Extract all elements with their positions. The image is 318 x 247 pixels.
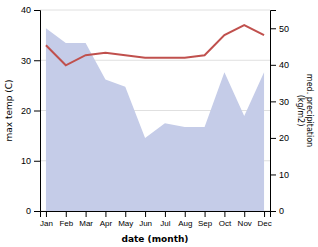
tick-mark (145, 211, 146, 217)
tick-mark (125, 211, 126, 217)
tick-label: 50 (279, 24, 289, 34)
axis-line (41, 212, 271, 218)
tick-mark (34, 60, 40, 61)
axis-line (34, 11, 41, 212)
tick-mark (86, 211, 87, 217)
tick: 30 (270, 97, 289, 107)
tick: Feb (59, 211, 73, 228)
tick-label: Jul (160, 219, 170, 228)
y-axis: 0 10 20 30 40 (21, 5, 41, 216)
tick-label: 0 (26, 206, 31, 216)
tick-label: 10 (21, 156, 31, 166)
tick-mark (224, 211, 225, 217)
tick: 30 (21, 56, 40, 66)
tick: Nov (238, 211, 252, 228)
tick: 20 (21, 106, 40, 116)
tick-label: 20 (279, 133, 289, 143)
tick-label: Nov (238, 219, 252, 228)
grid-line (40, 10, 270, 11)
tick: Sep (198, 211, 213, 228)
tick-label: Aug (178, 219, 192, 228)
tick-label: 0 (279, 206, 284, 216)
tick-label: 10 (279, 170, 289, 180)
tick-mark (34, 211, 40, 212)
tick: 40 (21, 5, 40, 15)
tick: 10 (270, 170, 289, 180)
tick-mark (270, 174, 276, 175)
tick: May (118, 211, 133, 228)
tick: Jul (160, 211, 170, 228)
tick-label: Apr (100, 219, 113, 228)
tick-mark (205, 211, 206, 217)
tick: Jan (40, 211, 53, 228)
tick-mark (270, 101, 276, 102)
tick-label: 30 (279, 97, 289, 107)
tick-mark (46, 211, 47, 217)
tick-mark (165, 211, 166, 217)
tick: 10 (21, 156, 40, 166)
y2-axis: 0 10 20 30 40 50 (270, 11, 289, 217)
tick: 0 (270, 206, 284, 216)
tick-label: Oct (219, 219, 232, 228)
tick-label: Dec (257, 219, 271, 228)
tick-label: 40 (279, 60, 289, 70)
tick-label: Mar (79, 219, 93, 228)
tick-mark (270, 65, 276, 66)
tick-mark (270, 138, 276, 139)
tick: Mar (79, 211, 93, 228)
tick: 40 (270, 60, 289, 70)
tick-label: 30 (21, 56, 31, 66)
tick: Dec (257, 211, 271, 228)
x-axis: Jan Feb Mar Apr May Jun Jul Aug Sep Oct Nov Dec (40, 211, 272, 228)
tick-mark (270, 28, 276, 29)
tick-mark (34, 161, 40, 162)
tick-label: Jun (139, 219, 152, 228)
tick-mark (34, 111, 40, 112)
tick-mark (270, 211, 276, 212)
line (46, 25, 264, 65)
plot: Jan Feb Mar Apr May Jun Jul Aug Sep Oct Nov Dec 0 10 2… (4, 5, 314, 244)
tick-label: 20 (21, 106, 31, 116)
tick-mark (264, 211, 265, 217)
tick-label: May (118, 219, 133, 228)
tick: Jun (139, 211, 152, 228)
y-axis-title: max temp (C) (4, 79, 14, 141)
tick: Aug (178, 211, 192, 228)
tick-mark (34, 10, 40, 11)
tick: 0 (26, 206, 40, 216)
tick-mark (185, 211, 186, 217)
y2-axis-title: med. precipitation(kg/m2) (296, 74, 314, 147)
tick-label: 40 (21, 5, 31, 15)
tick: 20 (270, 133, 289, 143)
marks (46, 25, 264, 211)
tick-label: Sep (198, 219, 213, 228)
area (46, 28, 264, 211)
tick: 50 (270, 24, 289, 34)
tick-mark (244, 211, 245, 217)
tick-mark (105, 211, 106, 217)
tick-label: Feb (59, 219, 73, 228)
tick: Oct (219, 211, 232, 228)
tick-label: Jan (40, 219, 53, 228)
chart: Jan Feb Mar Apr May Jun Jul Aug Sep Oct Nov Dec 0 10 2… (0, 0, 318, 247)
grid (40, 10, 270, 211)
x-axis-title: date (month) (122, 234, 189, 244)
tick-mark (66, 211, 67, 217)
axis-line (271, 11, 277, 212)
tick: Apr (100, 211, 113, 228)
